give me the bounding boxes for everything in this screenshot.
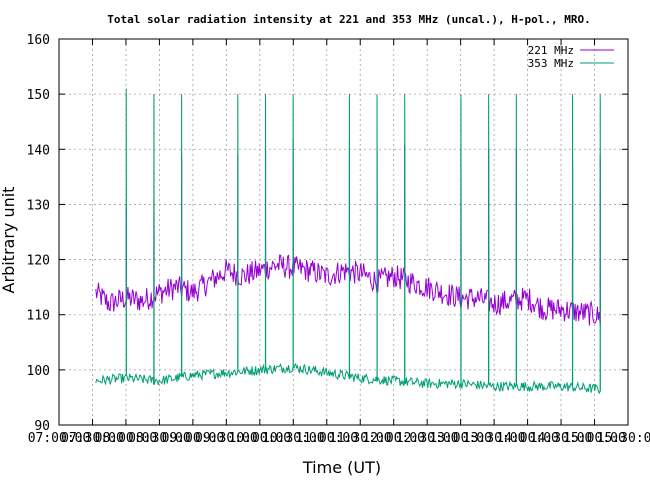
y-tick-label: 100 [27, 364, 50, 379]
legend-label: 221 MHz [528, 44, 574, 57]
y-tick-label: 90 [34, 419, 50, 434]
y-tick-label: 150 [27, 88, 50, 103]
y-tick-label: 130 [27, 198, 50, 213]
x-tick-label: 12:00:00 [362, 431, 425, 446]
y-axis-label: Arbitrary unit [0, 187, 18, 294]
series-layer [95, 88, 601, 395]
grid-lines [59, 39, 628, 425]
x-tick-label: 11:00:00 [295, 431, 358, 446]
x-tick-label: 09:30:00 [195, 431, 258, 446]
y-tick-label: 120 [27, 254, 50, 269]
plot-frame [58, 38, 629, 426]
x-tick-label: 09:00:00 [162, 431, 225, 446]
x-tick-label: 10:30:00 [262, 431, 325, 446]
x-tick-label: 08:00:00 [95, 431, 158, 446]
x-tick-label: 12:30:00 [396, 431, 459, 446]
x-axis-ticks: 07:00:0007:30:0008:00:0008:30:0009:00:00… [28, 39, 650, 446]
legend-label: 353 MHz [528, 57, 574, 70]
x-tick-label: 15:30:00 [597, 431, 650, 446]
x-tick-label: 07:00:00 [28, 431, 91, 446]
x-tick-label: 13:00:00 [429, 431, 492, 446]
y-axis-ticks: 90 100 110 120 130 140 150 160 [27, 33, 628, 434]
series-line-353-mhz [95, 88, 601, 395]
y-tick-label: 160 [27, 33, 50, 48]
chart-title: Total solar radiation intensity at 221 a… [107, 13, 590, 26]
x-tick-label: 07:30:00 [61, 431, 124, 446]
x-tick-label: 13:30:00 [463, 431, 526, 446]
x-axis-label: Time (UT) [302, 458, 381, 477]
series-line-221-mhz [95, 138, 601, 326]
x-tick-label: 11:30:00 [329, 431, 392, 446]
y-tick-label: 140 [27, 143, 50, 158]
y-tick-label: 110 [27, 309, 50, 324]
x-tick-label: 08:30:00 [128, 431, 191, 446]
x-tick-label: 10:00:00 [229, 431, 292, 446]
x-tick-label: 14:30:00 [530, 431, 593, 446]
x-tick-label: 14:00:00 [496, 431, 559, 446]
x-tick-label: 15:00:00 [563, 431, 626, 446]
